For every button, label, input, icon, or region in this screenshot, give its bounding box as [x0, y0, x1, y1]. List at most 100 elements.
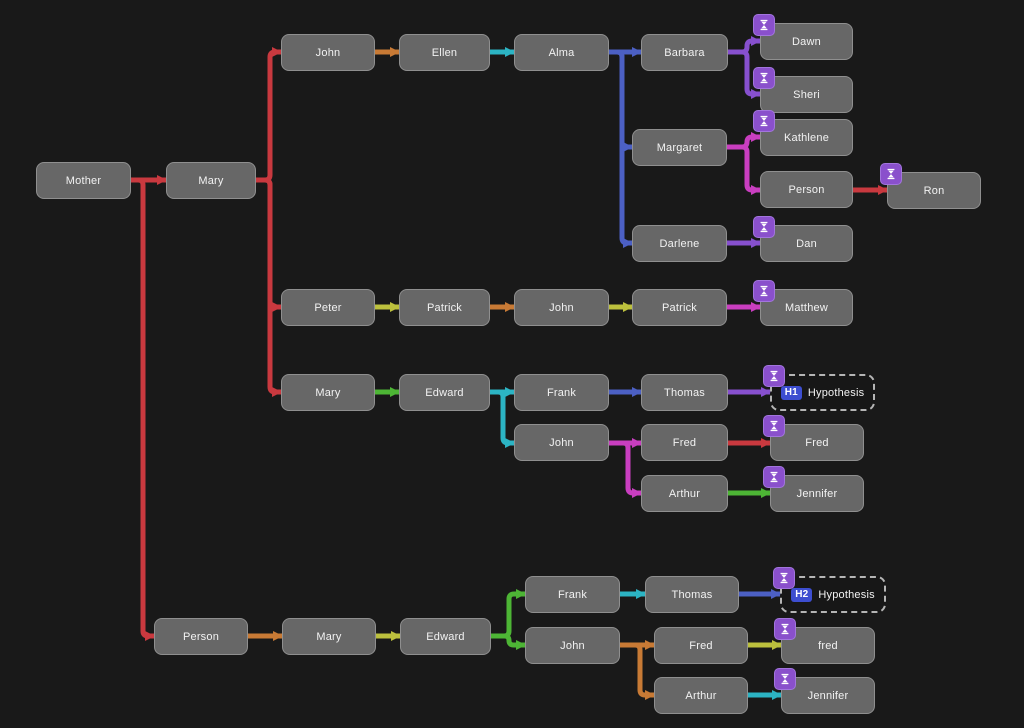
node-label: Patrick: [661, 301, 698, 314]
node-label: Jennifer: [807, 689, 849, 702]
person-node-alma[interactable]: Alma: [514, 34, 609, 71]
person-node-john2[interactable]: John: [514, 289, 609, 326]
node-label: Frank: [546, 386, 577, 399]
node-label: John: [560, 639, 585, 652]
hypothesis-badge: H2: [791, 587, 813, 602]
person-node-fred1[interactable]: Fred: [641, 424, 728, 461]
node-label: John: [549, 301, 574, 314]
node-label: Barbara: [664, 46, 705, 59]
node-label: John: [315, 46, 341, 59]
edge-john4-arthur2: [620, 642, 655, 700]
person-node-arthur1[interactable]: Arthur: [641, 475, 728, 512]
person-node-darlene[interactable]: Darlene: [632, 225, 727, 262]
edge-mary1-john1: [256, 47, 282, 183]
node-label: Patrick: [426, 301, 463, 314]
hypothesis-node-h2[interactable]: H2 Hypothesis: [780, 576, 886, 613]
person-node-thomas2[interactable]: Thomas: [645, 576, 739, 613]
edge-barbara-sheri: [728, 49, 761, 99]
person-node-patrick1[interactable]: Patrick: [399, 289, 490, 326]
person-node-sheri[interactable]: Sheri: [760, 76, 853, 113]
hypothesis-badge: H1: [780, 385, 802, 400]
node-label: John: [549, 436, 574, 449]
hourglass-icon: [763, 466, 785, 488]
person-node-edward1[interactable]: Edward: [399, 374, 490, 411]
hourglass-icon: [753, 67, 775, 89]
edge-john3-arthur1: [609, 440, 642, 498]
node-label: Thomas: [671, 588, 713, 601]
person-node-patrick2[interactable]: Patrick: [632, 289, 727, 326]
node-label: Alma: [548, 46, 575, 59]
hourglass-icon: [763, 365, 785, 387]
node-label: Fred: [805, 436, 829, 449]
edge-alma-darlene: [609, 49, 633, 248]
person-node-ron[interactable]: Ron: [887, 172, 981, 209]
person-node-person2[interactable]: Person: [154, 618, 248, 655]
edge-edward2-frank2: [491, 589, 526, 639]
person-node-mary1[interactable]: Mary: [166, 162, 256, 199]
node-label: Edward: [425, 386, 464, 399]
hourglass-icon: [774, 618, 796, 640]
node-label: Dan: [796, 237, 817, 250]
person-node-barbara[interactable]: Barbara: [641, 34, 728, 71]
hourglass-icon: [880, 163, 902, 185]
node-label: Darlene: [659, 237, 700, 250]
node-label: Hypothesis: [818, 588, 875, 601]
hypothesis-node-h1[interactable]: H1 Hypothesis: [770, 374, 875, 411]
person-node-mother[interactable]: Mother: [36, 162, 131, 199]
node-label: Peter: [314, 301, 342, 314]
person-node-john1[interactable]: John: [281, 34, 375, 71]
person-node-ellen[interactable]: Ellen: [399, 34, 490, 71]
person-node-frank2[interactable]: Frank: [525, 576, 620, 613]
hourglass-icon: [753, 110, 775, 132]
hourglass-icon: [773, 567, 795, 589]
person-node-edward2[interactable]: Edward: [400, 618, 491, 655]
hourglass-icon: [763, 415, 785, 437]
node-label: Mary: [315, 386, 341, 399]
node-label: Fred: [689, 639, 713, 652]
node-label: Ellen: [431, 46, 458, 59]
node-label: fred: [818, 639, 838, 652]
node-label: Mary: [198, 174, 224, 187]
hourglass-icon: [753, 216, 775, 238]
node-label: Arthur: [668, 487, 701, 500]
person-node-fred3[interactable]: Fred: [654, 627, 748, 664]
edge-mother-person2: [131, 177, 155, 641]
edge-edward2-john4: [491, 633, 526, 650]
node-label: Edward: [426, 630, 465, 643]
person-node-frank1[interactable]: Frank: [514, 374, 609, 411]
person-node-margaret[interactable]: Margaret: [632, 129, 727, 166]
person-node-thomas1[interactable]: Thomas: [641, 374, 728, 411]
node-label: Thomas: [664, 386, 705, 399]
person-node-arthur2[interactable]: Arthur: [654, 677, 748, 714]
node-label: Jennifer: [796, 487, 838, 500]
edge-margaret-person1: [727, 144, 761, 195]
person-node-jennifer2[interactable]: Jennifer: [781, 677, 875, 714]
person-node-john3[interactable]: John: [514, 424, 609, 461]
person-node-dan[interactable]: Dan: [760, 225, 853, 262]
hourglass-icon: [753, 280, 775, 302]
node-label: Frank: [557, 588, 588, 601]
node-label: Matthew: [785, 301, 828, 314]
node-label: Margaret: [656, 141, 703, 154]
node-label: Kathlene: [783, 131, 830, 144]
edge-edward1-john3: [490, 389, 515, 448]
person-node-john4[interactable]: John: [525, 627, 620, 664]
person-node-mary3[interactable]: Mary: [282, 618, 376, 655]
node-label: Person: [182, 630, 220, 643]
person-node-mary2[interactable]: Mary: [281, 374, 375, 411]
node-label: Arthur: [685, 689, 717, 702]
node-label: Hypothesis: [807, 386, 865, 399]
node-label: Mary: [316, 630, 342, 643]
node-label: Ron: [923, 184, 945, 197]
hourglass-icon: [774, 668, 796, 690]
person-node-peter[interactable]: Peter: [281, 289, 375, 326]
node-label: Dawn: [792, 35, 821, 48]
node-label: Sheri: [793, 88, 820, 101]
node-label: Person: [788, 183, 825, 196]
node-label: Mother: [65, 174, 102, 187]
hourglass-icon: [753, 14, 775, 36]
edge-mary1-mary2: [256, 177, 282, 397]
person-node-person1[interactable]: Person: [760, 171, 853, 208]
